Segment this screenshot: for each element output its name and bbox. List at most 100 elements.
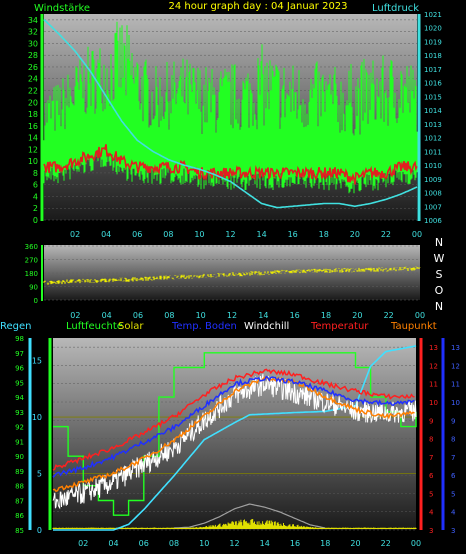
temp-boden-tick-label: 9	[451, 417, 455, 425]
x-tick-label: 08	[164, 311, 174, 320]
temperatur-tick-label: 7	[429, 454, 433, 462]
x-tick-label: 04	[102, 311, 112, 320]
x-tick-label: 06	[132, 230, 142, 239]
temp-boden-tick-label: 7	[451, 454, 455, 462]
x-tick-label: 20	[350, 230, 360, 239]
luftfeuchte-tick-label: 94	[15, 394, 24, 402]
temp-boden-tick-label: 13	[451, 344, 460, 352]
x-tick-label: 06	[133, 311, 143, 320]
series-windchill	[52, 373, 417, 510]
series-taupunkt	[52, 376, 415, 493]
x-tick-label: 04	[101, 230, 111, 239]
series-luftfeuchte	[53, 352, 417, 516]
temp-boden-tick-label: 11	[451, 381, 460, 389]
x-tick-label: 20	[352, 311, 362, 320]
legend-item: Luftfeuchte	[66, 321, 123, 332]
y-left-tick-label: 28	[28, 51, 38, 60]
x-tick-label: 10	[194, 230, 204, 239]
x-tick-label: 14	[256, 230, 266, 239]
y-left-tick-label: 20	[28, 98, 38, 107]
x-tick-label: 02	[78, 539, 88, 548]
y-right-tick-label: 1017	[424, 66, 442, 74]
y-right-tick-label: 1013	[424, 121, 442, 129]
top-y-right-ticks: 1006 1007 1008 1009 1010 1011 1012 1013 1014 1015…	[424, 11, 442, 225]
y-left-tick-label: 180	[25, 270, 38, 278]
regen-tick-label: 0	[37, 526, 42, 535]
x-tick-label: 10	[199, 539, 209, 548]
series-regen	[53, 345, 417, 531]
y-left-tick-label: 12	[28, 145, 38, 154]
temp-boden-tick-label: 8	[451, 436, 455, 444]
x-tick-label: 12	[229, 539, 239, 548]
y-left-tick-label: 2	[33, 204, 38, 213]
x-tick-label: 18	[320, 539, 330, 548]
y-left-tick-label: 16	[28, 122, 38, 131]
x-tick-label: 08	[169, 539, 179, 548]
middle-series	[43, 266, 421, 285]
luftfeuchte-y-ticks: 85 86 87 88 89 90 91 92 93 94 95 96 97 98	[15, 335, 24, 535]
x-tick-label: 16	[290, 311, 300, 320]
legend-item: Solar	[118, 321, 144, 332]
series-temperatur	[52, 368, 415, 471]
y-right-tick-label: 1020	[424, 25, 442, 33]
luftfeuchte-tick-label: 89	[15, 468, 24, 476]
y-right-tick-label: 1021	[424, 11, 442, 19]
y-right-tick-label: 1012	[424, 135, 442, 143]
luftfeuchte-tick-label: 96	[15, 365, 24, 373]
luftfeuchte-tick-label: 97	[15, 350, 24, 358]
luftdruck-label: Luftdruck	[372, 3, 419, 14]
x-tick-label: 00	[411, 539, 421, 548]
series-solar	[52, 519, 417, 529]
y-right-tick-label: 1011	[424, 148, 442, 156]
y-right-tick-label: 1018	[424, 52, 442, 60]
temperatur-tick-label: 12	[429, 362, 438, 370]
x-tick-label: 16	[290, 539, 300, 548]
temperatur-tick-label: 6	[429, 472, 434, 480]
temp-boden-y-ticks: 3 4 5 6 7 8 9 10 11 12 13	[451, 344, 460, 535]
bottom-plot-area	[53, 338, 416, 530]
temperatur-tick-label: 5	[429, 490, 433, 498]
legend-item: Temperatur	[310, 321, 369, 332]
luftfeuchte-tick-label: 90	[15, 453, 24, 461]
y-left-tick-label: 90	[29, 284, 38, 292]
series-wind-mean	[43, 144, 418, 185]
y-right-tick-label: 1019	[424, 38, 442, 46]
x-tick-label: 20	[350, 539, 360, 548]
title: 24 hour graph day : 04 Januar 2023	[168, 1, 347, 12]
compass-label: N	[435, 300, 443, 313]
legend-item: Regen	[0, 321, 32, 332]
middle-grid	[44, 245, 420, 301]
luftfeuchte-tick-label: 86	[15, 512, 24, 520]
x-tick-label: 18	[319, 230, 329, 239]
temp-boden-tick-label: 3	[451, 527, 455, 535]
x-tick-label: 02	[70, 230, 80, 239]
series-luftdruck	[43, 18, 418, 209]
y-left-tick-label: 22	[28, 87, 38, 96]
y-right-tick-label: 1015	[424, 93, 442, 101]
temperatur-tick-label: 3	[429, 527, 433, 535]
y-left-tick-label: 6	[33, 181, 38, 190]
x-tick-label: 12	[225, 230, 235, 239]
y-right-tick-label: 1009	[424, 176, 442, 184]
y-left-tick-label: 0	[33, 216, 38, 225]
x-tick-label: 14	[260, 539, 270, 548]
series-solar-max	[173, 503, 326, 529]
x-tick-label: 22	[381, 230, 391, 239]
middle-y-left-ticks: 0 90 180 270 360	[25, 243, 38, 305]
regen-tick-label: 5	[37, 470, 42, 479]
y-left-tick-label: 30	[28, 39, 38, 48]
y-left-tick-label: 10	[28, 157, 38, 166]
compass-label: W	[434, 252, 445, 265]
temp-boden-tick-label: 12	[451, 362, 460, 370]
y-right-tick-label: 1007	[424, 203, 442, 211]
series-wind-gusts	[43, 21, 418, 194]
compass-label: S	[436, 268, 443, 281]
temperatur-y-ticks: 3 4 5 6 7 8 9 10 11 12 13	[429, 344, 438, 535]
legend-item: Windchill	[244, 321, 289, 332]
temperatur-tick-label: 9	[429, 417, 433, 425]
top-x-ticks: 02 04 06 08 10 12 14 16 18 20 22 00	[70, 230, 422, 239]
y-right-tick-label: 1008	[424, 190, 442, 198]
